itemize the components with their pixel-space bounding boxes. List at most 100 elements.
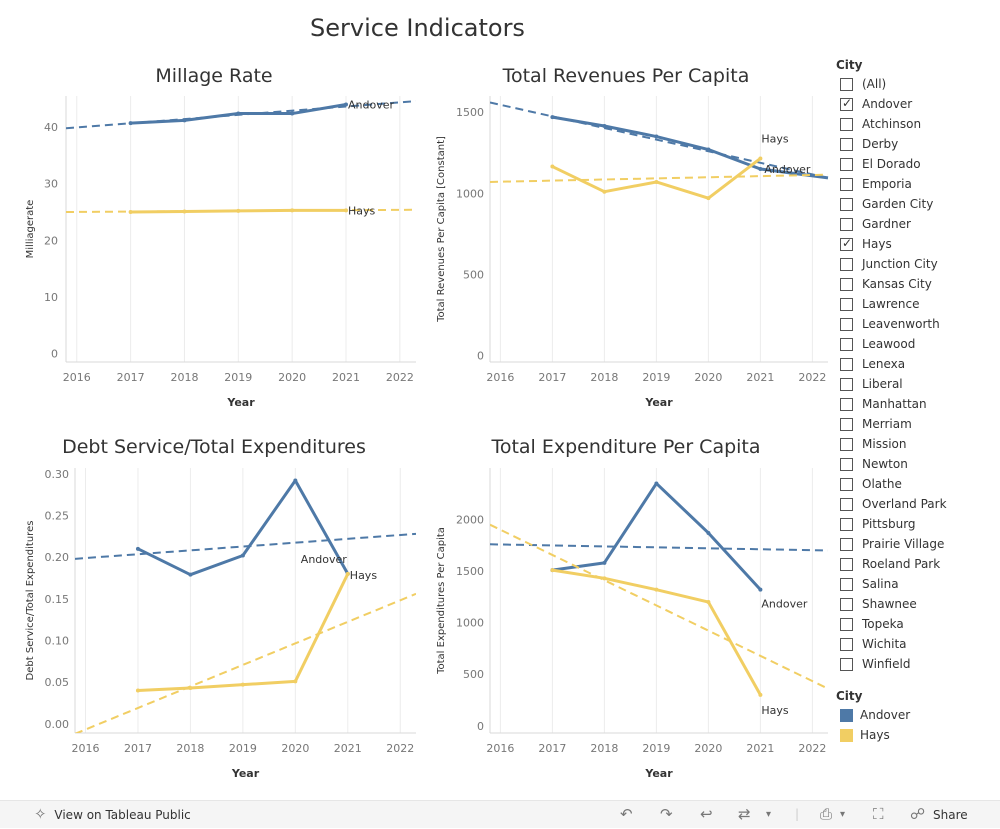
- city-option[interactable]: Leavenworth: [836, 314, 1000, 334]
- city-option[interactable]: Kansas City: [836, 274, 1000, 294]
- city-option[interactable]: Newton: [836, 454, 1000, 474]
- city-checkbox[interactable]: [840, 497, 853, 511]
- city-checkbox[interactable]: [840, 236, 853, 251]
- city-option[interactable]: Derby: [836, 134, 1000, 154]
- city-option[interactable]: Merriam: [836, 414, 1000, 434]
- city-checkbox[interactable]: [840, 577, 853, 591]
- x-tick-label: 2022: [798, 742, 826, 755]
- city-checkbox[interactable]: [840, 96, 853, 111]
- share-label: Share: [933, 808, 968, 822]
- city-option[interactable]: Leawood: [836, 334, 1000, 354]
- y-axis-label: Total Revenues Per Capita [Constant]: [436, 136, 447, 323]
- y-tick-label: 0.30: [45, 468, 70, 481]
- city-checkbox[interactable]: [840, 217, 853, 231]
- city-option[interactable]: Lenexa: [836, 354, 1000, 374]
- y-axis-label: Debt Service/Total Expenditures: [25, 521, 36, 681]
- city-checkbox[interactable]: [840, 477, 853, 491]
- city-checkbox[interactable]: [840, 337, 853, 351]
- city-option[interactable]: Lawrence: [836, 294, 1000, 314]
- city-option[interactable]: Winfield: [836, 654, 1000, 674]
- city-option[interactable]: Mission: [836, 434, 1000, 454]
- city-option[interactable]: Atchinson: [836, 114, 1000, 134]
- refresh-dropdown-icon[interactable]: ▾: [766, 809, 772, 820]
- city-option[interactable]: Wichita: [836, 634, 1000, 654]
- city-option[interactable]: Topeka: [836, 614, 1000, 634]
- city-option[interactable]: Hays: [836, 234, 1000, 254]
- city-checkbox[interactable]: [840, 397, 853, 411]
- city-option[interactable]: Gardner: [836, 214, 1000, 234]
- view-on-tableau-public-link[interactable]: ✧ View on Tableau Public: [34, 801, 191, 828]
- city-option-label: Lawrence: [862, 297, 920, 311]
- x-tick-label: 2019: [642, 371, 670, 384]
- city-checkbox[interactable]: [840, 437, 853, 451]
- city-checkbox[interactable]: [840, 657, 853, 671]
- data-point-hays: [188, 686, 193, 690]
- city-option[interactable]: El Dorado: [836, 154, 1000, 174]
- city-option[interactable]: Liberal: [836, 374, 1000, 394]
- city-option[interactable]: Roeland Park: [836, 554, 1000, 574]
- city-option[interactable]: Junction City: [836, 254, 1000, 274]
- city-checkbox[interactable]: [840, 77, 853, 91]
- city-checkbox[interactable]: [840, 637, 853, 651]
- series-line-andover: [552, 115, 829, 180]
- download-dropdown-icon[interactable]: ▾: [840, 809, 846, 820]
- city-option[interactable]: Manhattan: [836, 394, 1000, 414]
- filter-heading: City: [836, 58, 863, 72]
- city-option[interactable]: Olathe: [836, 474, 1000, 494]
- city-checkbox[interactable]: [840, 457, 853, 471]
- city-option[interactable]: Garden City: [836, 194, 1000, 214]
- city-checkbox[interactable]: [840, 257, 853, 271]
- undo-icon[interactable]: ↶: [620, 805, 633, 823]
- data-point-hays: [602, 576, 607, 581]
- redo-icon[interactable]: ↷: [660, 805, 673, 823]
- x-axis-label: Year: [644, 396, 673, 409]
- download-icon[interactable]: ⎙: [820, 805, 833, 823]
- refresh-icon[interactable]: ⇄: [738, 805, 751, 823]
- city-checkbox[interactable]: [840, 357, 853, 371]
- city-filter-list: (All) Andover Atchinson Derby El Dorado Empor…: [836, 74, 1000, 674]
- data-point-andover: [182, 118, 187, 123]
- city-option[interactable]: Prairie Village: [836, 534, 1000, 554]
- data-point-andover: [758, 587, 763, 592]
- y-tick-label: 30: [44, 178, 58, 191]
- city-option[interactable]: (All): [836, 74, 1000, 94]
- city-checkbox[interactable]: [840, 177, 853, 191]
- city-option[interactable]: Pittsburg: [836, 514, 1000, 534]
- data-point-hays: [236, 208, 241, 213]
- city-option[interactable]: Shawnee: [836, 594, 1000, 614]
- city-checkbox[interactable]: [840, 137, 853, 151]
- data-point-andover: [293, 478, 298, 483]
- legend-swatch: [840, 728, 853, 742]
- city-option[interactable]: Overland Park: [836, 494, 1000, 514]
- city-checkbox[interactable]: [840, 377, 853, 391]
- legend-item[interactable]: Hays: [836, 725, 910, 745]
- city-checkbox[interactable]: [840, 557, 853, 571]
- city-option[interactable]: Salina: [836, 574, 1000, 594]
- city-checkbox[interactable]: [840, 597, 853, 611]
- city-option-label: Manhattan: [862, 397, 927, 411]
- city-option[interactable]: Emporia: [836, 174, 1000, 194]
- city-checkbox[interactable]: [840, 157, 853, 171]
- x-axis-label: Year: [231, 767, 260, 780]
- legend-item[interactable]: Andover: [836, 705, 910, 725]
- city-checkbox[interactable]: [840, 537, 853, 551]
- city-checkbox[interactable]: [840, 417, 853, 431]
- city-checkbox[interactable]: [840, 277, 853, 291]
- city-checkbox[interactable]: [840, 517, 853, 531]
- x-tick-label: 2021: [746, 742, 774, 755]
- fullscreen-icon[interactable]: ⛶: [873, 805, 884, 823]
- city-checkbox[interactable]: [840, 317, 853, 331]
- data-point-andover: [602, 560, 607, 565]
- city-checkbox[interactable]: [840, 617, 853, 631]
- y-tick-label: 0.10: [45, 635, 70, 648]
- city-checkbox[interactable]: [840, 297, 853, 311]
- city-checkbox[interactable]: [840, 197, 853, 211]
- city-option-label: Shawnee: [862, 597, 917, 611]
- revert-icon[interactable]: ↩: [700, 805, 713, 823]
- city-checkbox[interactable]: [840, 117, 853, 131]
- city-option-label: Roeland Park: [862, 557, 941, 571]
- y-axis-label: Milliagerate: [25, 200, 36, 259]
- city-option[interactable]: Andover: [836, 94, 1000, 114]
- data-point-hays: [344, 208, 348, 213]
- share-button[interactable]: ☍ Share: [910, 801, 968, 828]
